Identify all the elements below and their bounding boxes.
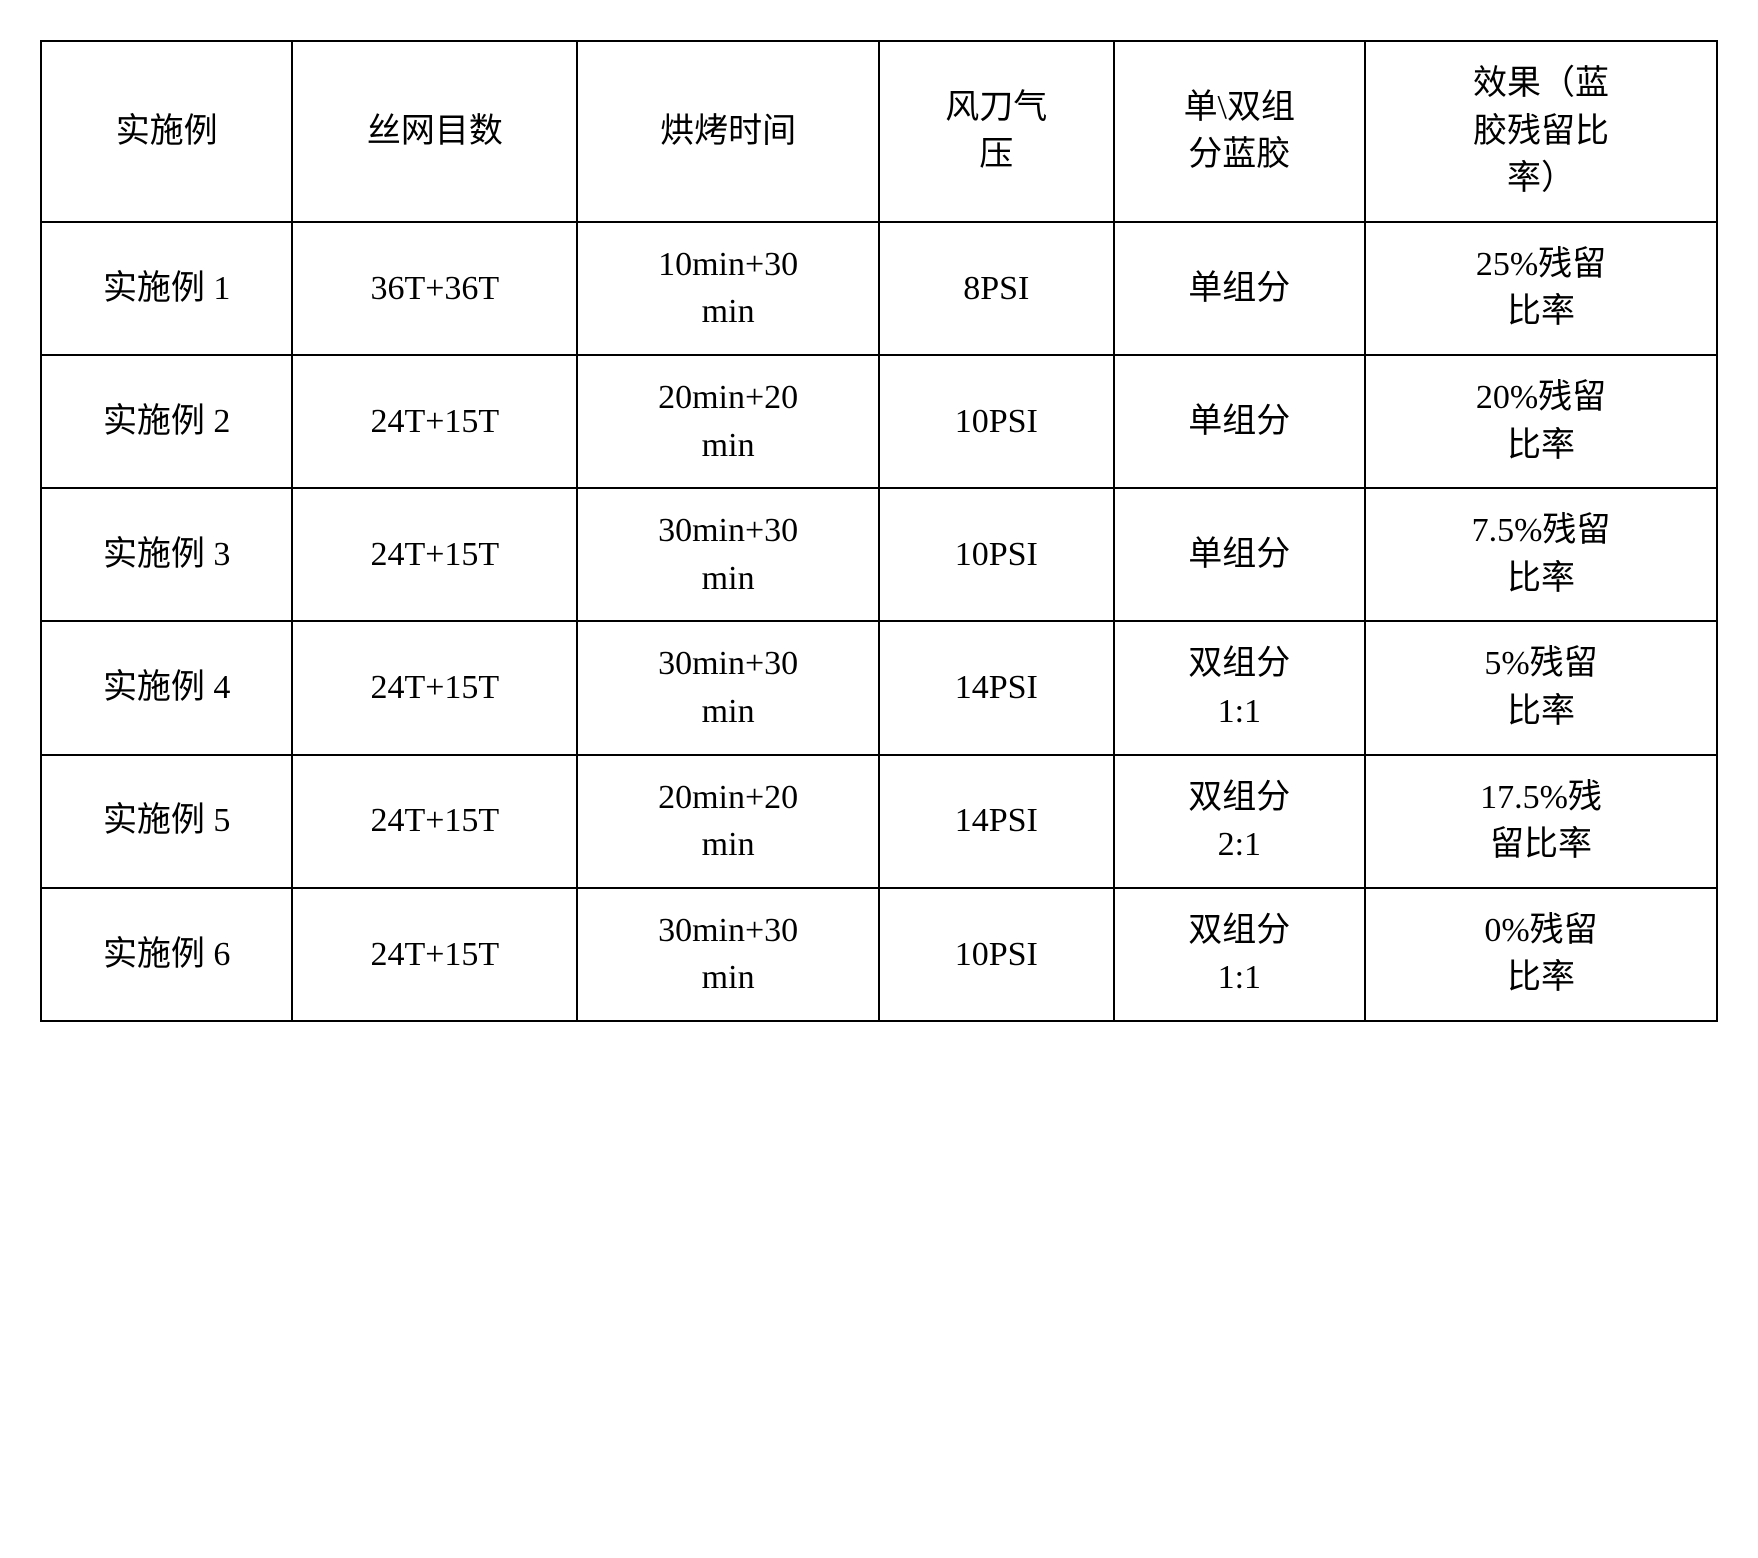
cell-pressure: 14PSI xyxy=(879,755,1114,888)
col-header-bake-time: 烘烤时间 xyxy=(577,41,879,222)
cell-bake-time: 30min+30min xyxy=(577,488,879,621)
col-header-effect: 效果（蓝胶残留比率） xyxy=(1365,41,1717,222)
cell-bake-time: 20min+20min xyxy=(577,355,879,488)
col-header-pressure: 风刀气压 xyxy=(879,41,1114,222)
table-row: 实施例 1 36T+36T 10min+30min 8PSI 单组分 25%残留… xyxy=(41,222,1717,355)
data-table: 实施例 丝网目数 烘烤时间 风刀气压 单\双组分蓝胶 效果（蓝胶残留比率） 实施… xyxy=(40,40,1718,1022)
cell-bake-time: 10min+30min xyxy=(577,222,879,355)
cell-effect: 25%残留比率 xyxy=(1365,222,1717,355)
cell-bake-time: 30min+30min xyxy=(577,621,879,754)
cell-mesh: 36T+36T xyxy=(292,222,577,355)
cell-glue-type: 单组分 xyxy=(1114,222,1365,355)
cell-pressure: 10PSI xyxy=(879,355,1114,488)
cell-mesh: 24T+15T xyxy=(292,355,577,488)
cell-effect: 5%残留比率 xyxy=(1365,621,1717,754)
table-row: 实施例 6 24T+15T 30min+30min 10PSI 双组分1:1 0… xyxy=(41,888,1717,1021)
table-row: 实施例 3 24T+15T 30min+30min 10PSI 单组分 7.5%… xyxy=(41,488,1717,621)
cell-example: 实施例 5 xyxy=(41,755,292,888)
cell-example: 实施例 6 xyxy=(41,888,292,1021)
cell-effect: 0%残留比率 xyxy=(1365,888,1717,1021)
cell-glue-type: 双组分1:1 xyxy=(1114,888,1365,1021)
table-row: 实施例 2 24T+15T 20min+20min 10PSI 单组分 20%残… xyxy=(41,355,1717,488)
cell-effect: 20%残留比率 xyxy=(1365,355,1717,488)
cell-mesh: 24T+15T xyxy=(292,621,577,754)
cell-glue-type: 双组分1:1 xyxy=(1114,621,1365,754)
cell-mesh: 24T+15T xyxy=(292,888,577,1021)
cell-example: 实施例 4 xyxy=(41,621,292,754)
table-row: 实施例 4 24T+15T 30min+30min 14PSI 双组分1:1 5… xyxy=(41,621,1717,754)
col-header-mesh: 丝网目数 xyxy=(292,41,577,222)
cell-effect: 7.5%残留比率 xyxy=(1365,488,1717,621)
cell-bake-time: 20min+20min xyxy=(577,755,879,888)
cell-pressure: 10PSI xyxy=(879,888,1114,1021)
cell-glue-type: 单组分 xyxy=(1114,488,1365,621)
table-row: 实施例 5 24T+15T 20min+20min 14PSI 双组分2:1 1… xyxy=(41,755,1717,888)
cell-mesh: 24T+15T xyxy=(292,755,577,888)
cell-pressure: 8PSI xyxy=(879,222,1114,355)
cell-glue-type: 双组分2:1 xyxy=(1114,755,1365,888)
cell-bake-time: 30min+30min xyxy=(577,888,879,1021)
cell-mesh: 24T+15T xyxy=(292,488,577,621)
cell-glue-type: 单组分 xyxy=(1114,355,1365,488)
cell-example: 实施例 3 xyxy=(41,488,292,621)
table-header-row: 实施例 丝网目数 烘烤时间 风刀气压 单\双组分蓝胶 效果（蓝胶残留比率） xyxy=(41,41,1717,222)
cell-pressure: 14PSI xyxy=(879,621,1114,754)
col-header-glue-type: 单\双组分蓝胶 xyxy=(1114,41,1365,222)
col-header-example: 实施例 xyxy=(41,41,292,222)
cell-effect: 17.5%残留比率 xyxy=(1365,755,1717,888)
cell-example: 实施例 2 xyxy=(41,355,292,488)
cell-example: 实施例 1 xyxy=(41,222,292,355)
cell-pressure: 10PSI xyxy=(879,488,1114,621)
